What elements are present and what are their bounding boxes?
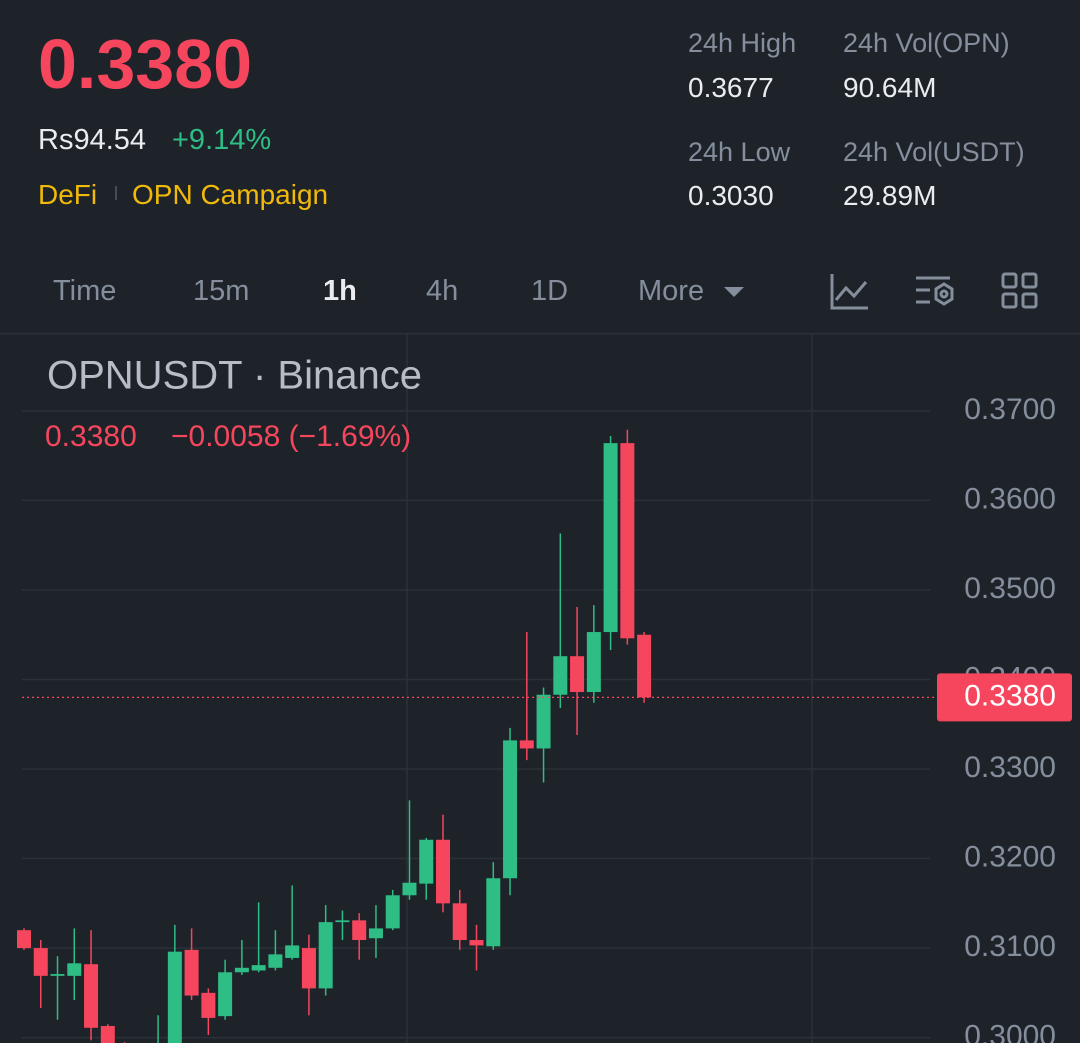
- tab[interactable]: 1D: [531, 275, 569, 307]
- stat-label: 24h Vol(OPN): [843, 28, 1010, 58]
- candle-body: [553, 656, 568, 695]
- toolbar-icons[interactable]: [826, 270, 1046, 314]
- candle-body: [368, 928, 383, 939]
- candle-body: [452, 903, 467, 941]
- last-price-tag: [937, 673, 1072, 722]
- y-tick-label: 0.3100: [964, 930, 1056, 963]
- candle-body: [603, 443, 618, 633]
- stat-value: 0.3030: [688, 180, 774, 211]
- tab[interactable]: 15m: [193, 275, 250, 307]
- candle-body: [67, 963, 82, 976]
- candle-body: [419, 839, 434, 884]
- candle-body: [503, 740, 518, 879]
- candle-body: [84, 964, 99, 1028]
- candle-body: [167, 951, 182, 1043]
- tab[interactable]: Time: [53, 275, 117, 307]
- legend-price: 0.3380: [45, 420, 137, 453]
- candle-body: [519, 740, 534, 749]
- candle-body: [201, 992, 216, 1018]
- chart-title: OPNUSDT · Binance: [47, 354, 422, 398]
- stat-value: 29.89M: [843, 180, 937, 211]
- tab-active[interactable]: 1h: [323, 275, 357, 307]
- last-price-label: 0.3380: [964, 679, 1056, 712]
- candle-body: [17, 930, 31, 949]
- last-price: 0.3380: [38, 25, 253, 103]
- candle-body: [285, 945, 300, 958]
- dropdown-arrow[interactable]: [722, 283, 746, 299]
- candle-body: [352, 920, 367, 941]
- tag[interactable]: DeFi: [38, 179, 98, 210]
- candle-body: [268, 954, 283, 968]
- y-tick-label: 0.3200: [964, 840, 1056, 873]
- candle-body: [184, 949, 199, 996]
- stat-value: 90.64M: [843, 72, 937, 103]
- candlestick-chart: OPNUSDT · Binance 0.3380 −0.0058 (−1.69%…: [0, 333, 1080, 1043]
- separator: [115, 186, 117, 200]
- y-tick-label: 0.3500: [964, 572, 1056, 605]
- change-percent: +9.14%: [172, 124, 272, 156]
- candle-body: [436, 839, 450, 904]
- candle-body: [486, 878, 501, 947]
- candle-body: [50, 974, 65, 976]
- candle-body: [234, 967, 249, 973]
- tag[interactable]: OPN Campaign: [132, 179, 329, 210]
- tab[interactable]: 4h: [426, 275, 459, 307]
- stat-label: 24h High: [688, 28, 797, 58]
- stat-label: 24h Vol(USDT): [843, 137, 1025, 167]
- candle-body: [570, 656, 585, 693]
- y-tick-label: 0.3300: [964, 751, 1056, 784]
- candle-body: [402, 882, 417, 896]
- candle-body: [469, 940, 484, 946]
- stat-label: 24h Low: [688, 137, 791, 167]
- y-tick-label: 0.3600: [964, 482, 1056, 515]
- candle-body: [33, 948, 48, 976]
- y-tick-label: 0.3700: [964, 393, 1056, 426]
- candle-body: [385, 895, 400, 929]
- candle-body: [637, 634, 652, 698]
- candle-body: [586, 632, 601, 693]
- candle-body: [251, 965, 266, 971]
- fiat-price: Rs94.54: [38, 124, 147, 156]
- candle-body: [318, 922, 333, 989]
- candle-body: [620, 443, 635, 639]
- candle-body: [218, 972, 233, 1017]
- candle-body: [301, 948, 316, 989]
- candle-body: [335, 920, 350, 923]
- legend-change: −0.0058 (−1.69%): [171, 420, 411, 453]
- candle-body: [536, 694, 551, 749]
- y-tick-label: 0.3000: [964, 1020, 1056, 1043]
- tab[interactable]: More: [638, 275, 705, 307]
- stat-value: 0.3677: [688, 72, 774, 103]
- candle-body: [100, 1025, 115, 1043]
